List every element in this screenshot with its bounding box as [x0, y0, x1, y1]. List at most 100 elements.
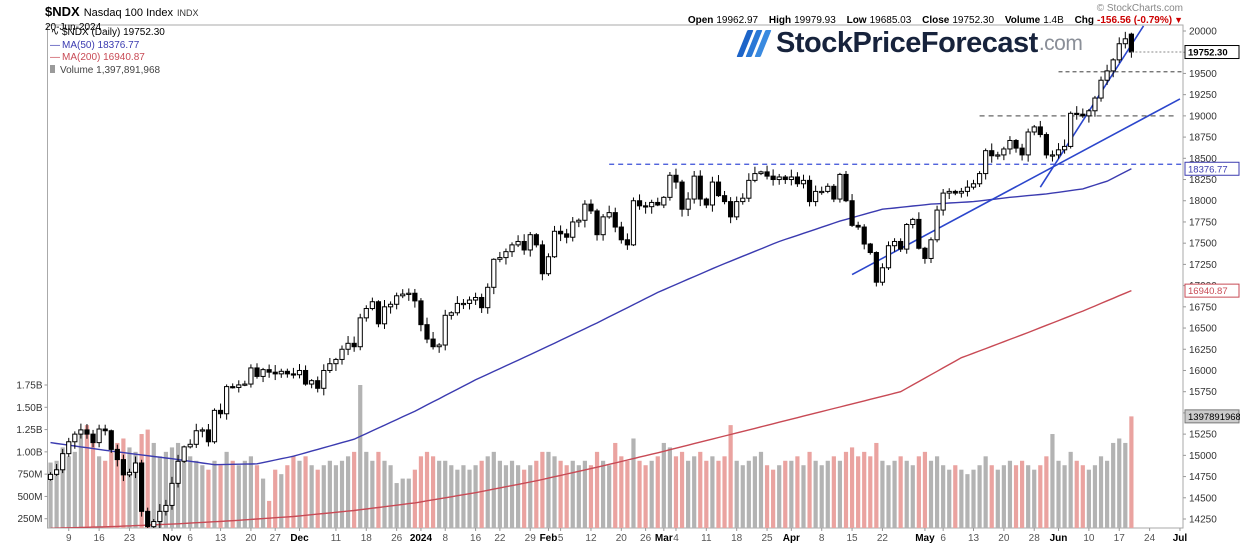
down-triangle-icon: ▼: [1174, 15, 1183, 25]
svg-text:14500: 14500: [1189, 493, 1217, 504]
svg-text:Nov: Nov: [163, 533, 182, 544]
brand-name: StockPriceForecast: [776, 27, 1038, 59]
triple-slash-icon: [736, 30, 772, 57]
chart-legend: ∿ $NDX (Daily) 19752.30 — MA(50) 18376.77 …: [50, 27, 165, 77]
svg-text:19000: 19000: [1189, 111, 1217, 122]
svg-text:14250: 14250: [1189, 515, 1217, 526]
svg-text:17500: 17500: [1189, 239, 1217, 250]
svg-text:6: 6: [187, 533, 193, 544]
volume-bar-icon: [50, 64, 55, 73]
svg-text:20000: 20000: [1189, 27, 1217, 38]
svg-text:22: 22: [494, 533, 506, 544]
svg-text:Apr: Apr: [783, 533, 800, 544]
low-value: 19685.03: [869, 15, 912, 26]
svg-text:17: 17: [1114, 533, 1126, 544]
svg-text:28: 28: [1029, 533, 1041, 544]
svg-text:16250: 16250: [1189, 345, 1217, 356]
price-series-icon: ∿: [50, 27, 60, 38]
svg-text:18500: 18500: [1189, 154, 1217, 165]
high-label: High: [768, 15, 792, 26]
open-label: Open: [687, 15, 714, 26]
stockcharts-copyright: © StockCharts.com: [1096, 3, 1183, 14]
svg-text:19250: 19250: [1189, 90, 1217, 101]
svg-text:18376.77: 18376.77: [1188, 164, 1228, 175]
chart-header: $NDX Nasdaq 100 Index INDX 20-Jun-2024: [45, 3, 199, 33]
svg-text:27: 27: [270, 533, 282, 544]
volume-label: Volume: [1004, 15, 1041, 26]
volume-value: 1.4B: [1043, 15, 1064, 26]
close-label: Close: [922, 15, 950, 26]
svg-text:18: 18: [361, 533, 373, 544]
brand-tld: .com: [1038, 31, 1083, 55]
svg-text:9: 9: [66, 533, 72, 544]
open-value: 19962.97: [716, 15, 759, 26]
svg-text:20: 20: [998, 533, 1010, 544]
svg-text:16500: 16500: [1189, 324, 1217, 335]
svg-text:14750: 14750: [1189, 472, 1217, 483]
chg-label: Chg: [1074, 15, 1095, 26]
svg-text:20: 20: [616, 533, 628, 544]
svg-text:18000: 18000: [1189, 196, 1217, 207]
svg-text:24: 24: [1144, 533, 1156, 544]
svg-text:750M: 750M: [17, 470, 42, 481]
svg-text:19500: 19500: [1189, 69, 1217, 80]
svg-text:25: 25: [761, 533, 773, 544]
svg-text:29: 29: [525, 533, 537, 544]
svg-text:16: 16: [94, 533, 106, 544]
svg-text:1.00B: 1.00B: [16, 447, 42, 458]
exchange-label: INDX: [176, 8, 199, 18]
svg-text:15250: 15250: [1189, 430, 1217, 441]
chart-date: 20-Jun-2024: [45, 22, 102, 33]
svg-text:26: 26: [391, 533, 403, 544]
svg-text:16750: 16750: [1189, 302, 1217, 313]
svg-text:Jul: Jul: [1173, 533, 1188, 544]
svg-text:16000: 16000: [1189, 366, 1217, 377]
svg-text:20: 20: [245, 533, 257, 544]
svg-text:1397891968: 1397891968: [1188, 412, 1240, 423]
svg-text:May: May: [915, 533, 935, 544]
svg-text:15000: 15000: [1189, 451, 1217, 462]
svg-text:12: 12: [585, 533, 597, 544]
svg-text:15: 15: [847, 533, 859, 544]
legend-ma200: MA(200) 16940.87: [62, 52, 145, 63]
svg-text:4: 4: [673, 533, 679, 544]
svg-text:18750: 18750: [1189, 133, 1217, 144]
svg-text:13: 13: [215, 533, 227, 544]
svg-text:16940.87: 16940.87: [1188, 286, 1228, 297]
svg-text:17250: 17250: [1189, 260, 1217, 271]
svg-text:10: 10: [1083, 533, 1095, 544]
svg-text:1.25B: 1.25B: [16, 425, 42, 436]
svg-text:1.75B: 1.75B: [16, 381, 42, 392]
svg-text:11: 11: [701, 533, 712, 544]
svg-text:11: 11: [331, 533, 342, 544]
svg-text:26: 26: [640, 533, 652, 544]
ma200-line-icon: —: [50, 52, 60, 63]
svg-text:22: 22: [877, 533, 889, 544]
symbol-label: $NDX: [45, 4, 80, 19]
svg-text:18: 18: [731, 533, 743, 544]
svg-text:15750: 15750: [1189, 387, 1217, 398]
svg-text:13: 13: [968, 533, 980, 544]
svg-text:18250: 18250: [1189, 175, 1217, 186]
svg-text:1.50B: 1.50B: [16, 403, 42, 414]
svg-text:6: 6: [940, 533, 946, 544]
close-value: 19752.30: [952, 15, 995, 26]
legend-ma50: MA(50) 18376.77: [62, 39, 140, 51]
index-name: Nasdaq 100 Index: [83, 7, 173, 19]
svg-text:16: 16: [470, 533, 482, 544]
brand-watermark: StockPriceForecast .com: [736, 27, 1083, 60]
ma50-line-icon: —: [50, 39, 60, 51]
svg-text:8: 8: [442, 533, 448, 544]
quote-summary: Open 19962.97 High 19979.93 Low 19685.03 Cl…: [688, 15, 1183, 26]
svg-text:2024: 2024: [410, 533, 433, 544]
svg-text:5: 5: [558, 533, 564, 544]
svg-text:250M: 250M: [17, 514, 42, 525]
svg-text:Jun: Jun: [1050, 533, 1068, 544]
high-value: 19979.93: [794, 15, 836, 26]
svg-text:Feb: Feb: [540, 533, 558, 544]
svg-text:Dec: Dec: [290, 533, 309, 544]
svg-text:19752.30: 19752.30: [1188, 48, 1228, 59]
svg-text:Mar: Mar: [655, 533, 673, 544]
